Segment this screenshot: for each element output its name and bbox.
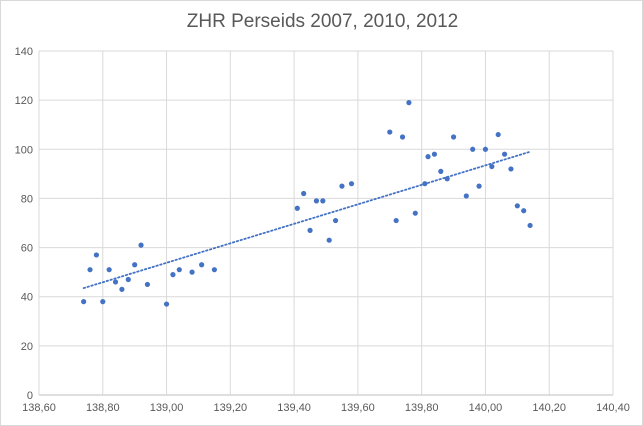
- data-point: [170, 272, 176, 278]
- trendline: [82, 150, 531, 290]
- data-point: [521, 208, 527, 214]
- data-point: [100, 299, 106, 305]
- y-tick-label: 120: [15, 95, 33, 107]
- x-tick-label: 138,80: [86, 402, 120, 414]
- data-point: [489, 163, 495, 170]
- y-tick-label: 60: [21, 243, 33, 255]
- data-point: [495, 131, 501, 138]
- data-point: [339, 183, 345, 189]
- x-tick-label: 140,20: [532, 402, 566, 414]
- y-tick-label: 140: [15, 46, 33, 58]
- data-point: [320, 198, 326, 204]
- data-point: [163, 301, 170, 307]
- x-tick-label: 138,60: [22, 402, 56, 414]
- y-tick-label: 0: [27, 390, 33, 402]
- data-point: [431, 151, 438, 157]
- x-tick-label: 139,60: [341, 402, 375, 414]
- data-point: [81, 299, 87, 305]
- data-point: [348, 181, 355, 187]
- x-tick-label: 139,80: [405, 402, 439, 414]
- x-tick-label: 139,20: [214, 402, 248, 414]
- data-point: [326, 237, 332, 243]
- x-tick-label: 139,00: [150, 402, 184, 414]
- data-point: [211, 267, 217, 273]
- data-point: [199, 262, 205, 268]
- x-tick-label: 140,00: [469, 402, 503, 414]
- y-tick-label: 20: [21, 341, 33, 353]
- data-point: [387, 129, 393, 135]
- data-point: [307, 227, 313, 233]
- data-point: [393, 217, 399, 224]
- chart-title: ZHR Perseids 2007, 2010, 2012: [186, 11, 459, 32]
- data-point: [301, 190, 307, 197]
- data-point: [463, 193, 469, 199]
- data-point: [112, 279, 119, 285]
- data-point: [132, 262, 138, 268]
- data-point: [470, 146, 476, 152]
- data-point: [144, 281, 151, 288]
- data-point: [106, 267, 112, 273]
- data-point: [501, 151, 508, 157]
- data-point: [138, 242, 144, 248]
- data-point: [527, 222, 533, 229]
- data-point: [450, 134, 457, 140]
- data-point: [514, 203, 520, 209]
- data-point: [93, 252, 99, 258]
- data-point: [294, 205, 300, 211]
- x-tick-label: 140,40: [596, 402, 630, 414]
- data-point: [399, 134, 406, 140]
- data-point: [119, 286, 125, 292]
- data-point: [313, 198, 320, 204]
- data-point: [125, 276, 131, 283]
- y-tick-label: 80: [21, 193, 33, 205]
- data-point: [425, 154, 431, 160]
- data-point: [406, 100, 412, 106]
- data-point: [482, 146, 489, 152]
- x-tick-label: 139,40: [277, 402, 311, 414]
- y-tick-label: 100: [15, 144, 33, 156]
- data-point: [332, 217, 339, 224]
- data-point: [422, 181, 428, 187]
- data-point: [412, 210, 418, 216]
- y-tick-label: 40: [21, 292, 33, 304]
- data-point: [444, 176, 450, 182]
- data-point: [438, 168, 444, 174]
- data-point: [87, 267, 93, 273]
- data-point: [176, 267, 182, 273]
- data-point: [508, 166, 514, 172]
- data-point: [476, 183, 482, 189]
- data-point: [189, 269, 195, 275]
